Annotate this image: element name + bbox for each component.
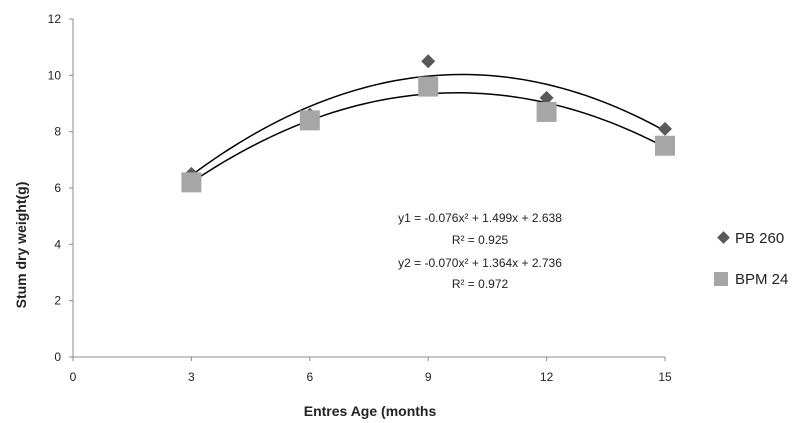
trendline-equation-2: y2 = -0.070x² + 1.364x + 2.736 [398, 256, 562, 270]
x-tick-label: 9 [425, 370, 432, 384]
y-tick-label: 2 [54, 294, 61, 308]
trendline-series-1 [190, 73, 666, 176]
point-series-2-3 [418, 76, 439, 97]
y-tick-label: 10 [48, 68, 62, 82]
point-series-1-3 [421, 54, 436, 69]
point-series-2-1 [181, 172, 202, 193]
x-tick-label: 0 [70, 370, 77, 384]
trendline-r2-1: R² = 0.925 [452, 233, 509, 247]
legend-marker-bpm24-square [714, 272, 728, 286]
x-tick-label: 6 [306, 370, 313, 384]
y-tick-label: 0 [54, 350, 61, 364]
trendline-equation-1: y1 = -0.076x² + 1.499x + 2.638 [398, 211, 562, 225]
y-tick-label: 8 [54, 125, 61, 139]
data-points [181, 54, 675, 193]
trendline-series-2 [190, 92, 666, 184]
point-series-1-5 [658, 121, 672, 136]
axes: 0 2 4 6 8 10 12 0 3 6 9 12 15 [48, 12, 672, 384]
point-series-1-4 [539, 90, 554, 105]
y-tick-label: 4 [54, 237, 61, 251]
legend-marker-pb260-diamond [717, 231, 730, 244]
x-tick-label: 12 [540, 370, 554, 384]
legend-label-bpm24: BPM 24 [735, 271, 788, 288]
y-tick-label: 12 [48, 12, 62, 26]
x-tick-label: 15 [658, 370, 672, 384]
legend-label-pb260: PB 260 [735, 230, 784, 247]
y-axis-title: Stum dry weight(g) [13, 182, 29, 309]
x-axis-title: Entres Age (months [304, 403, 437, 419]
point-series-2-5 [655, 135, 675, 156]
trendline-r2-2: R² = 0.972 [452, 277, 509, 291]
point-series-2-4 [536, 101, 557, 122]
point-series-2-2 [299, 110, 320, 131]
x-tick-label: 3 [188, 370, 195, 384]
legend: PB 260 BPM 24 [714, 230, 788, 288]
y-tick-label: 6 [54, 181, 61, 195]
